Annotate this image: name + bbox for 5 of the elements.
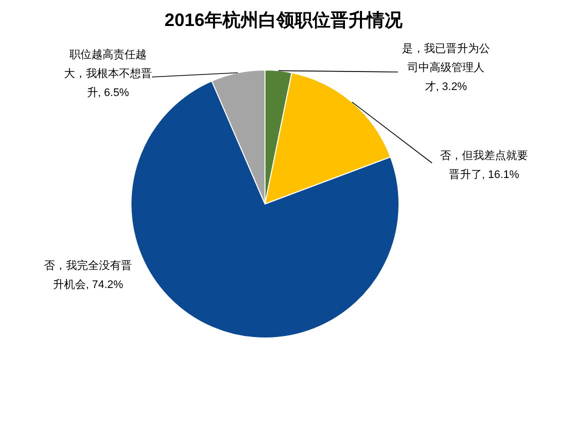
slice-label: 否，但我差点就要晋升了, 16.1% bbox=[439, 148, 529, 183]
slice-label: 否，我完全没有晋升机会, 74.2% bbox=[43, 258, 133, 293]
slice-label: 是，我已晋升为公司中高级管理人才, 3.2% bbox=[401, 42, 491, 95]
slice-label: 职位越高责任越大，我根本不想晋升, 6.5% bbox=[64, 48, 152, 101]
chart-title: 2016年杭州白领职位晋升情况 bbox=[163, 9, 404, 32]
